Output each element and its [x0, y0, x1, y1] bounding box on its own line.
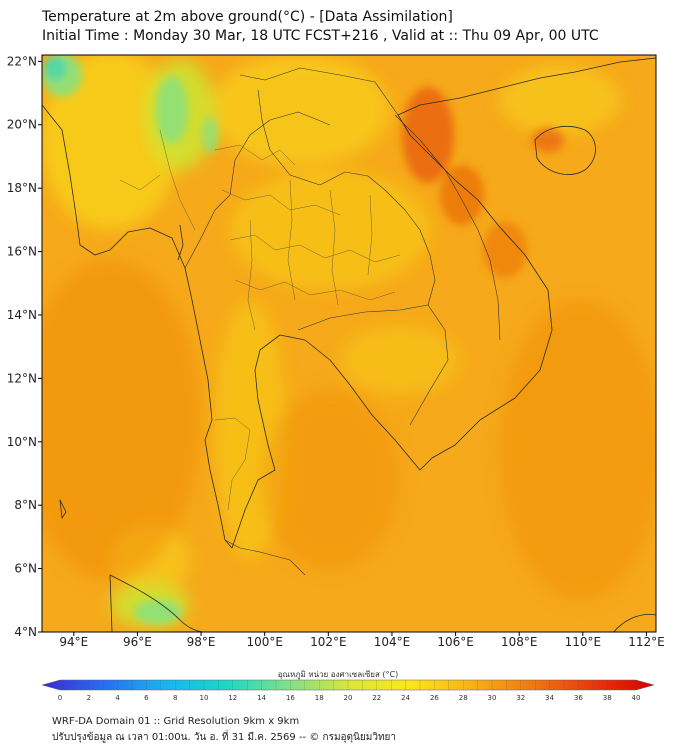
lat-label: 20°N [7, 118, 37, 132]
lon-label: 108°E [501, 635, 538, 649]
hot-zone-hainan [532, 128, 564, 152]
colorbar-tick-label: 8 [173, 694, 177, 702]
colorbar-title: อุณหภูมิ หน่วย องศาเซลเซียส (°C) [277, 670, 399, 679]
lon-label: 112°E [628, 635, 665, 649]
laos-vietnam-border [394, 114, 501, 341]
lat-label: 12°N [7, 371, 37, 385]
lat-label: 16°N [7, 245, 37, 259]
colorbar-tick-label: 18 [315, 694, 324, 702]
myanmar-division-line [159, 129, 196, 231]
colorbar-tick-label: 16 [286, 694, 295, 702]
map-title: Temperature at 2m above ground(°C) - [Da… [42, 9, 453, 25]
lat-label: 22°N [7, 54, 37, 68]
colorbar-tick-label: 10 [200, 694, 209, 702]
thailand-laos-border [257, 89, 436, 306]
lon-label: 106°E [437, 635, 474, 649]
myanmar-division-line-2 [119, 174, 161, 191]
map-subtitle: Initial Time : Monday 30 Mar, 18 UTC FCS… [42, 28, 599, 44]
hot-zone-vietnam [483, 222, 527, 278]
lon-label: 110°E [565, 635, 602, 649]
cool-zone-cambodia [340, 325, 460, 395]
lon-label: 98°E [187, 635, 216, 649]
colorbar-tick-label: 30 [488, 694, 497, 702]
borneo-coastline [613, 613, 656, 632]
colorbar-tick-label: 14 [257, 694, 266, 702]
warm-zone-gulf-thailand [260, 390, 400, 570]
lat-label: 4°N [14, 625, 37, 639]
province-line-5 [247, 219, 256, 331]
colorbar-tick-label: 36 [574, 694, 583, 702]
colorbar-tick-label: 28 [459, 694, 468, 702]
colorbar-tick-label: 34 [545, 694, 554, 702]
country-borders [184, 67, 501, 576]
colorbar-tick-label: 0 [58, 694, 62, 702]
colorbar-tick-label: 20 [344, 694, 353, 702]
colorbar-tick-label: 12 [228, 694, 237, 702]
warm-zone-south-china-sea [500, 300, 656, 600]
province-line-7 [329, 189, 339, 306]
colorbar-tick-label: 4 [115, 694, 120, 702]
province-line-2 [221, 189, 341, 216]
latitude-axis: 22°N 20°N 18°N 16°N 14°N 12°N 10°N 8°N 6°N 4°N [7, 54, 37, 639]
colorbar-tick-label: 6 [144, 694, 149, 702]
lat-label: 18°N [7, 181, 37, 195]
longitude-axis: 94°E 96°E 98°E 100°E 102°E 104°E 106°E 108°E 110… [59, 635, 664, 649]
cool-zone-isan [230, 170, 430, 290]
green-zone-shan [202, 117, 218, 153]
warm-zone-andaman [42, 260, 200, 580]
lat-label: 6°N [14, 562, 37, 576]
axis-ticks [38, 60, 647, 636]
hot-zone-laos-south [440, 165, 484, 225]
mainland-coastline [42, 57, 656, 549]
nicobar-islands [59, 499, 67, 519]
lon-label: 94°E [59, 635, 88, 649]
colorbar-tick-label: 2 [87, 694, 91, 702]
province-line-4 [234, 279, 396, 301]
thailand-myanmar-border [184, 111, 331, 269]
cool-zone-north [210, 55, 390, 165]
province-line-1 [214, 144, 296, 166]
cool-zone-gulf-tonkin [500, 65, 620, 135]
temperature-field [42, 55, 656, 632]
footer-update-info: ปรับปรุงข้อมูล ณ เวลา 01:00น. วัน อ. ที่… [52, 732, 397, 743]
lat-label: 8°N [14, 498, 37, 512]
thailand-malaysia-border [224, 539, 306, 576]
colorbar: 0 2 4 6 8 10 12 14 16 18 20 22 24 26 28 30 32 34 36 38 40 [41, 679, 655, 702]
china-border [239, 67, 399, 116]
footer-model-info: WRF-DA Domain 01 :: Grid Resolution 9km … [52, 716, 300, 727]
map-frame [41, 54, 657, 633]
teal-zone-northwest [43, 56, 67, 80]
colorbar-tick-label: 40 [632, 694, 641, 702]
colorbar-tick-label: 24 [401, 694, 410, 702]
colorbar-tick-label: 26 [430, 694, 439, 702]
lon-label: 100°E [246, 635, 283, 649]
lat-label: 10°N [7, 435, 37, 449]
lon-label: 104°E [374, 635, 411, 649]
lat-label: 14°N [7, 308, 37, 322]
hainan-coastline [534, 126, 596, 175]
colorbar-ticks: 0 2 4 6 8 10 12 14 16 18 20 22 24 26 28 30 32 34 36 38 40 [58, 680, 641, 702]
colorbar-tick-label: 22 [372, 694, 381, 702]
province-line-9 [214, 417, 251, 511]
green-zone-sumatra [134, 600, 182, 624]
province-line-3 [229, 234, 401, 263]
lon-label: 102°E [310, 635, 347, 649]
hot-zone-laos [402, 87, 454, 183]
province-line-8 [367, 194, 373, 276]
lon-label: 96°E [123, 635, 152, 649]
colorbar-tick-label: 32 [516, 694, 525, 702]
cool-zone-myanmar [42, 55, 180, 230]
province-line-6 [287, 179, 296, 301]
cambodia-border [297, 304, 449, 426]
colorbar-tick-label: 38 [603, 694, 612, 702]
province-borders [119, 129, 401, 511]
andaman-islands [177, 224, 184, 261]
green-zone-chin-hills [156, 76, 188, 144]
